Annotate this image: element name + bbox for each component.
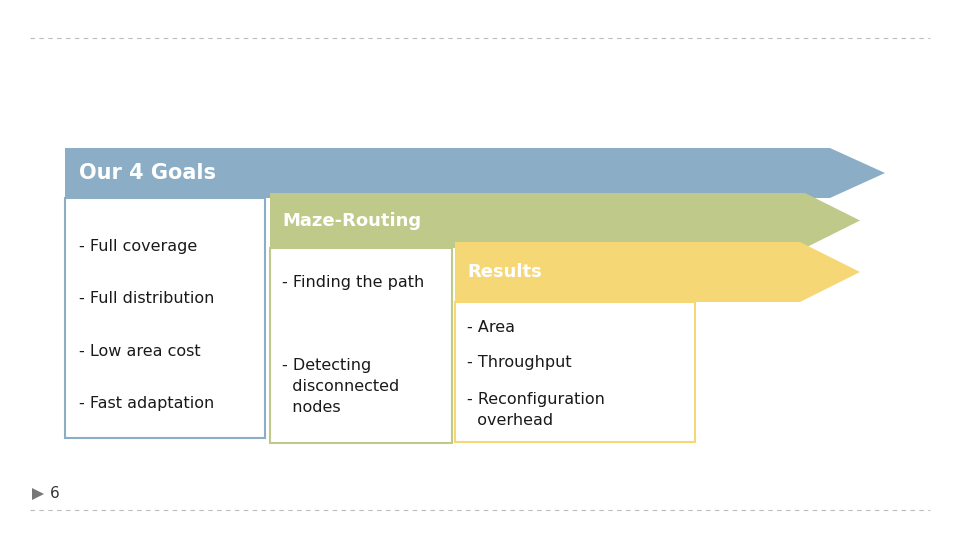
FancyBboxPatch shape xyxy=(270,248,452,443)
FancyBboxPatch shape xyxy=(455,302,695,442)
Polygon shape xyxy=(65,148,885,198)
Text: - Detecting
  disconnected
  nodes: - Detecting disconnected nodes xyxy=(282,358,399,415)
Text: Our 4 Goals: Our 4 Goals xyxy=(79,163,216,183)
Polygon shape xyxy=(32,488,44,500)
Text: Maze-Routing: Maze-Routing xyxy=(282,212,421,230)
Polygon shape xyxy=(455,242,860,302)
Text: - Low area cost: - Low area cost xyxy=(79,344,201,359)
Text: - Throughput: - Throughput xyxy=(467,354,571,369)
Text: 6: 6 xyxy=(50,487,60,502)
Text: - Finding the path: - Finding the path xyxy=(282,275,424,291)
FancyBboxPatch shape xyxy=(65,198,265,438)
Polygon shape xyxy=(270,193,860,248)
Text: - Fast adaptation: - Fast adaptation xyxy=(79,396,214,411)
Text: - Full distribution: - Full distribution xyxy=(79,291,214,306)
Text: - Full coverage: - Full coverage xyxy=(79,239,197,254)
Text: - Area: - Area xyxy=(467,320,515,334)
Text: Results: Results xyxy=(467,263,541,281)
Text: - Reconfiguration
  overhead: - Reconfiguration overhead xyxy=(467,392,605,428)
